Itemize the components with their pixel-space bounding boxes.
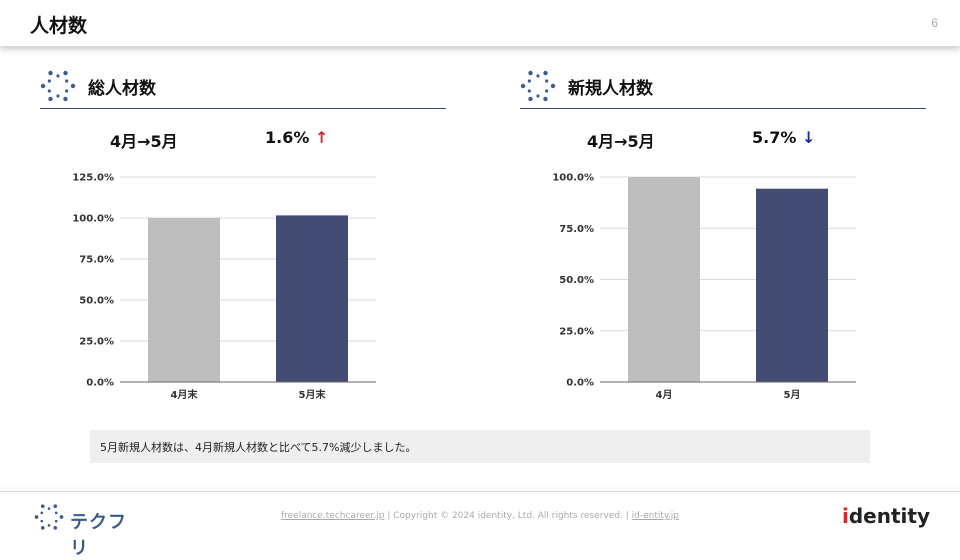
- change-period: 4月→5月: [110, 132, 178, 151]
- panel-header: 総人材数: [40, 62, 446, 109]
- panel-header: 新規人材数: [520, 62, 926, 109]
- header-bar: 人材数 6: [0, 0, 960, 46]
- icon-dot: [543, 96, 548, 102]
- icon-dot: [527, 79, 531, 83]
- icon-dot: [63, 96, 68, 102]
- copyright-text: | Copyright © 2024 identity, Ltd. All ri…: [387, 511, 629, 521]
- dots-ring-icon: [34, 504, 64, 530]
- icon-dot: [528, 70, 533, 76]
- icon-dot: [520, 83, 526, 89]
- panel-new-talent: 新規人材数 4月→5月 5.7% ↓ 0.0% 25.0% 50.0% 75.0% 10…: [520, 62, 926, 401]
- icon-dot: [56, 74, 60, 78]
- y-tick-label: 100.0%: [72, 214, 114, 225]
- bar: [628, 177, 700, 382]
- page-title: 人材数: [30, 15, 88, 37]
- icon-dot: [40, 511, 44, 515]
- y-tick-label: 75.0%: [79, 255, 114, 266]
- icon-dot: [48, 70, 53, 76]
- icon-dot: [40, 83, 46, 89]
- panel-title: 総人材数: [88, 79, 156, 99]
- icon-dot: [527, 89, 531, 93]
- note-text: 5月新規人材数は、4月新規人材数と比べて5.7%減少しました。: [100, 441, 417, 454]
- y-tick-label: 50.0%: [559, 275, 594, 286]
- panel-title: 新規人材数: [568, 79, 653, 99]
- y-tick-label: 100.0%: [552, 173, 594, 184]
- change-percent: 1.6%: [265, 128, 310, 147]
- note-box: 5月新規人材数は、4月新規人材数と比べて5.7%減少しました。: [90, 430, 870, 463]
- y-tick-label: 75.0%: [559, 224, 594, 235]
- icon-dot: [59, 515, 64, 519]
- footer-divider: [0, 491, 960, 492]
- dots-ring-icon: [40, 70, 76, 102]
- footer-copyright: freelance.techcareer.jp | Copyright © 20…: [0, 511, 960, 521]
- change-period: 4月→5月: [587, 132, 655, 151]
- icon-dot: [536, 94, 540, 98]
- icon-dot: [48, 96, 53, 102]
- change-value: 5.7% ↓: [752, 128, 815, 147]
- icon-dot: [54, 511, 58, 515]
- icon-dot: [543, 70, 548, 76]
- brand-initial: i: [842, 504, 849, 528]
- panel-total-talent: 総人材数 4月→5月 1.6% ↑ 0.0% 25.0% 50.0% 75.0% 100…: [40, 62, 446, 401]
- x-tick-label: 4月: [656, 389, 673, 401]
- icon-dot: [65, 79, 69, 83]
- icon-dot: [545, 89, 549, 93]
- bar: [148, 218, 220, 382]
- x-tick-label: 4月末: [171, 388, 199, 401]
- y-tick-label: 25.0%: [559, 326, 594, 337]
- y-tick-label: 0.0%: [566, 378, 594, 389]
- icon-dot: [47, 507, 51, 510]
- icon-dot: [528, 96, 533, 102]
- x-tick-label: 5月: [784, 389, 801, 401]
- bar-chart-new: 0.0% 25.0% 50.0% 75.0% 100.0% 4月 5月: [552, 173, 856, 401]
- bar-chart-total: 0.0% 25.0% 50.0% 75.0% 100.0% 125.0% 4月末 5月末: [72, 173, 376, 401]
- change-value: 1.6% ↑: [265, 128, 328, 147]
- icon-dot: [56, 94, 60, 98]
- y-tick-label: 50.0%: [79, 296, 114, 307]
- icon-dot: [40, 519, 44, 523]
- y-tick-label: 25.0%: [79, 337, 114, 348]
- dots-ring-icon: [520, 70, 556, 102]
- icon-dot: [47, 524, 51, 527]
- footer-link-freelance[interactable]: freelance.techcareer.jp: [280, 511, 385, 521]
- icon-dot: [536, 74, 540, 78]
- bar: [276, 215, 348, 382]
- footer-link-identity[interactable]: id-entity.jp: [631, 511, 680, 521]
- icon-dot: [47, 79, 51, 83]
- page-number: 6: [931, 16, 938, 30]
- arrow-down-icon: ↓: [801, 128, 816, 147]
- icon-dot: [53, 525, 58, 530]
- y-tick-label: 0.0%: [86, 378, 114, 389]
- bar: [756, 188, 828, 382]
- icon-dot: [34, 515, 39, 519]
- icon-dot: [65, 89, 69, 93]
- icon-dot: [40, 504, 45, 509]
- icon-dot: [40, 525, 45, 530]
- y-tick-label: 125.0%: [72, 173, 114, 184]
- x-tick-label: 5月末: [299, 388, 327, 401]
- icon-dot: [545, 79, 549, 83]
- icon-dot: [550, 83, 556, 89]
- icon-dot: [70, 83, 76, 89]
- arrow-up-icon: ↑: [314, 128, 329, 147]
- change-percent: 5.7%: [752, 128, 797, 147]
- icon-dot: [63, 70, 68, 76]
- icon-dot: [54, 519, 58, 523]
- icon-dot: [53, 504, 58, 509]
- icon-dot: [47, 89, 51, 93]
- brand-rest: dentity: [848, 504, 930, 528]
- identity-logo[interactable]: identity: [842, 504, 930, 528]
